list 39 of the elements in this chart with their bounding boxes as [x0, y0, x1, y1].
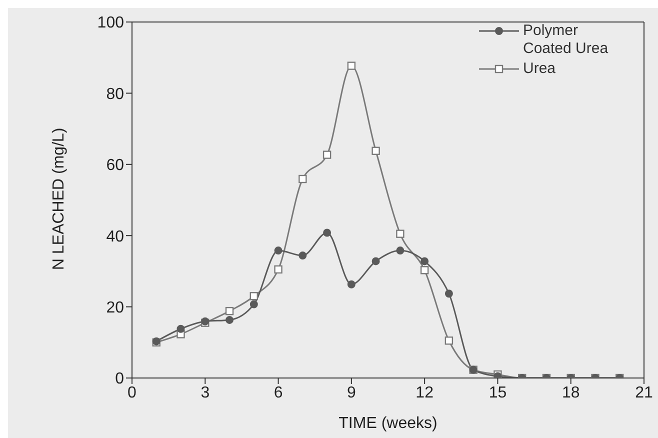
point [372, 146, 380, 155]
x-tick-label: 15 [488, 384, 507, 402]
point [298, 174, 307, 184]
point [444, 336, 454, 345]
x-tick-label: 18 [562, 384, 580, 402]
point [323, 228, 332, 237]
point [226, 316, 234, 324]
point [274, 246, 282, 255]
point [347, 62, 356, 70]
legend-label: Urea [523, 60, 557, 78]
y-tick-label: 0 [115, 370, 124, 388]
y-tick-label: 20 [106, 299, 124, 316]
point [420, 266, 429, 274]
point [420, 257, 429, 266]
point [274, 265, 282, 274]
x-tick-label: 3 [200, 384, 210, 402]
x-tick-label: 12 [416, 384, 434, 402]
x-tick-label: 6 [274, 384, 283, 402]
point [298, 252, 307, 260]
point [372, 257, 380, 266]
x-tick-label: 21 [635, 384, 653, 402]
x-tick-label: 0 [128, 384, 137, 402]
legend-label: Polymer Coated Urea [523, 22, 610, 58]
point [225, 306, 234, 316]
y-tick-label: 100 [97, 14, 124, 32]
y-tick-label: 60 [106, 157, 124, 174]
x-tick-label: 9 [346, 384, 356, 402]
x-axis-title: TIME (weeks) [338, 415, 438, 432]
point [396, 246, 404, 255]
y-tick-label: 40 [106, 228, 124, 246]
point [444, 290, 453, 298]
point [250, 300, 258, 308]
point [396, 230, 404, 238]
point [250, 292, 258, 300]
y-tick-label: 80 [106, 86, 124, 103]
point [322, 150, 332, 159]
point [347, 280, 356, 288]
y-axis-title: N LEACHED (mg/L) [50, 128, 68, 270]
point [176, 324, 185, 333]
